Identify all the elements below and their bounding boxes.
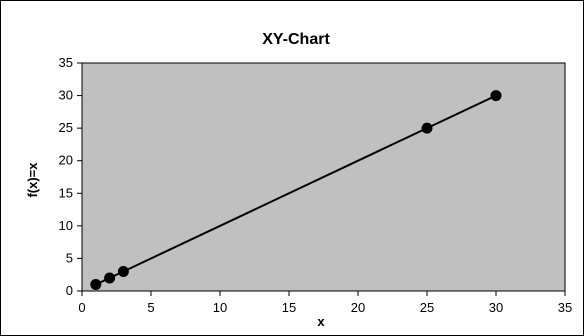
data-point (117, 265, 129, 277)
y-tick-label: 30 (59, 88, 73, 103)
data-point (421, 122, 433, 134)
x-tick-label: 5 (147, 300, 154, 315)
y-tick-label: 15 (59, 185, 73, 200)
x-tick-label: 30 (489, 300, 503, 315)
data-point (490, 90, 502, 102)
x-axis: 0 5 10 15 20 25 30 35 (78, 291, 572, 315)
y-tick-label: 20 (59, 153, 73, 168)
data-point (104, 272, 116, 284)
x-tick-label: 20 (351, 300, 365, 315)
y-tick-label: 35 (59, 55, 73, 70)
y-tick-label: 10 (59, 218, 73, 233)
x-tick-label: 35 (558, 300, 572, 315)
x-axis-label: x (317, 314, 325, 329)
x-tick-label: 15 (282, 300, 296, 315)
chart-title: XY-Chart (262, 31, 330, 48)
x-tick-label: 10 (213, 300, 227, 315)
x-tick-label: 0 (78, 300, 85, 315)
y-tick-label: 5 (66, 250, 73, 265)
y-tick-label: 0 (66, 283, 73, 298)
y-tick-label: 25 (59, 120, 73, 135)
y-axis-label: f(x)=x (25, 162, 40, 198)
series-points (90, 90, 502, 290)
data-point (90, 278, 102, 290)
x-tick-label: 25 (420, 300, 434, 315)
y-axis: 0 5 10 15 20 25 30 35 (59, 55, 82, 298)
